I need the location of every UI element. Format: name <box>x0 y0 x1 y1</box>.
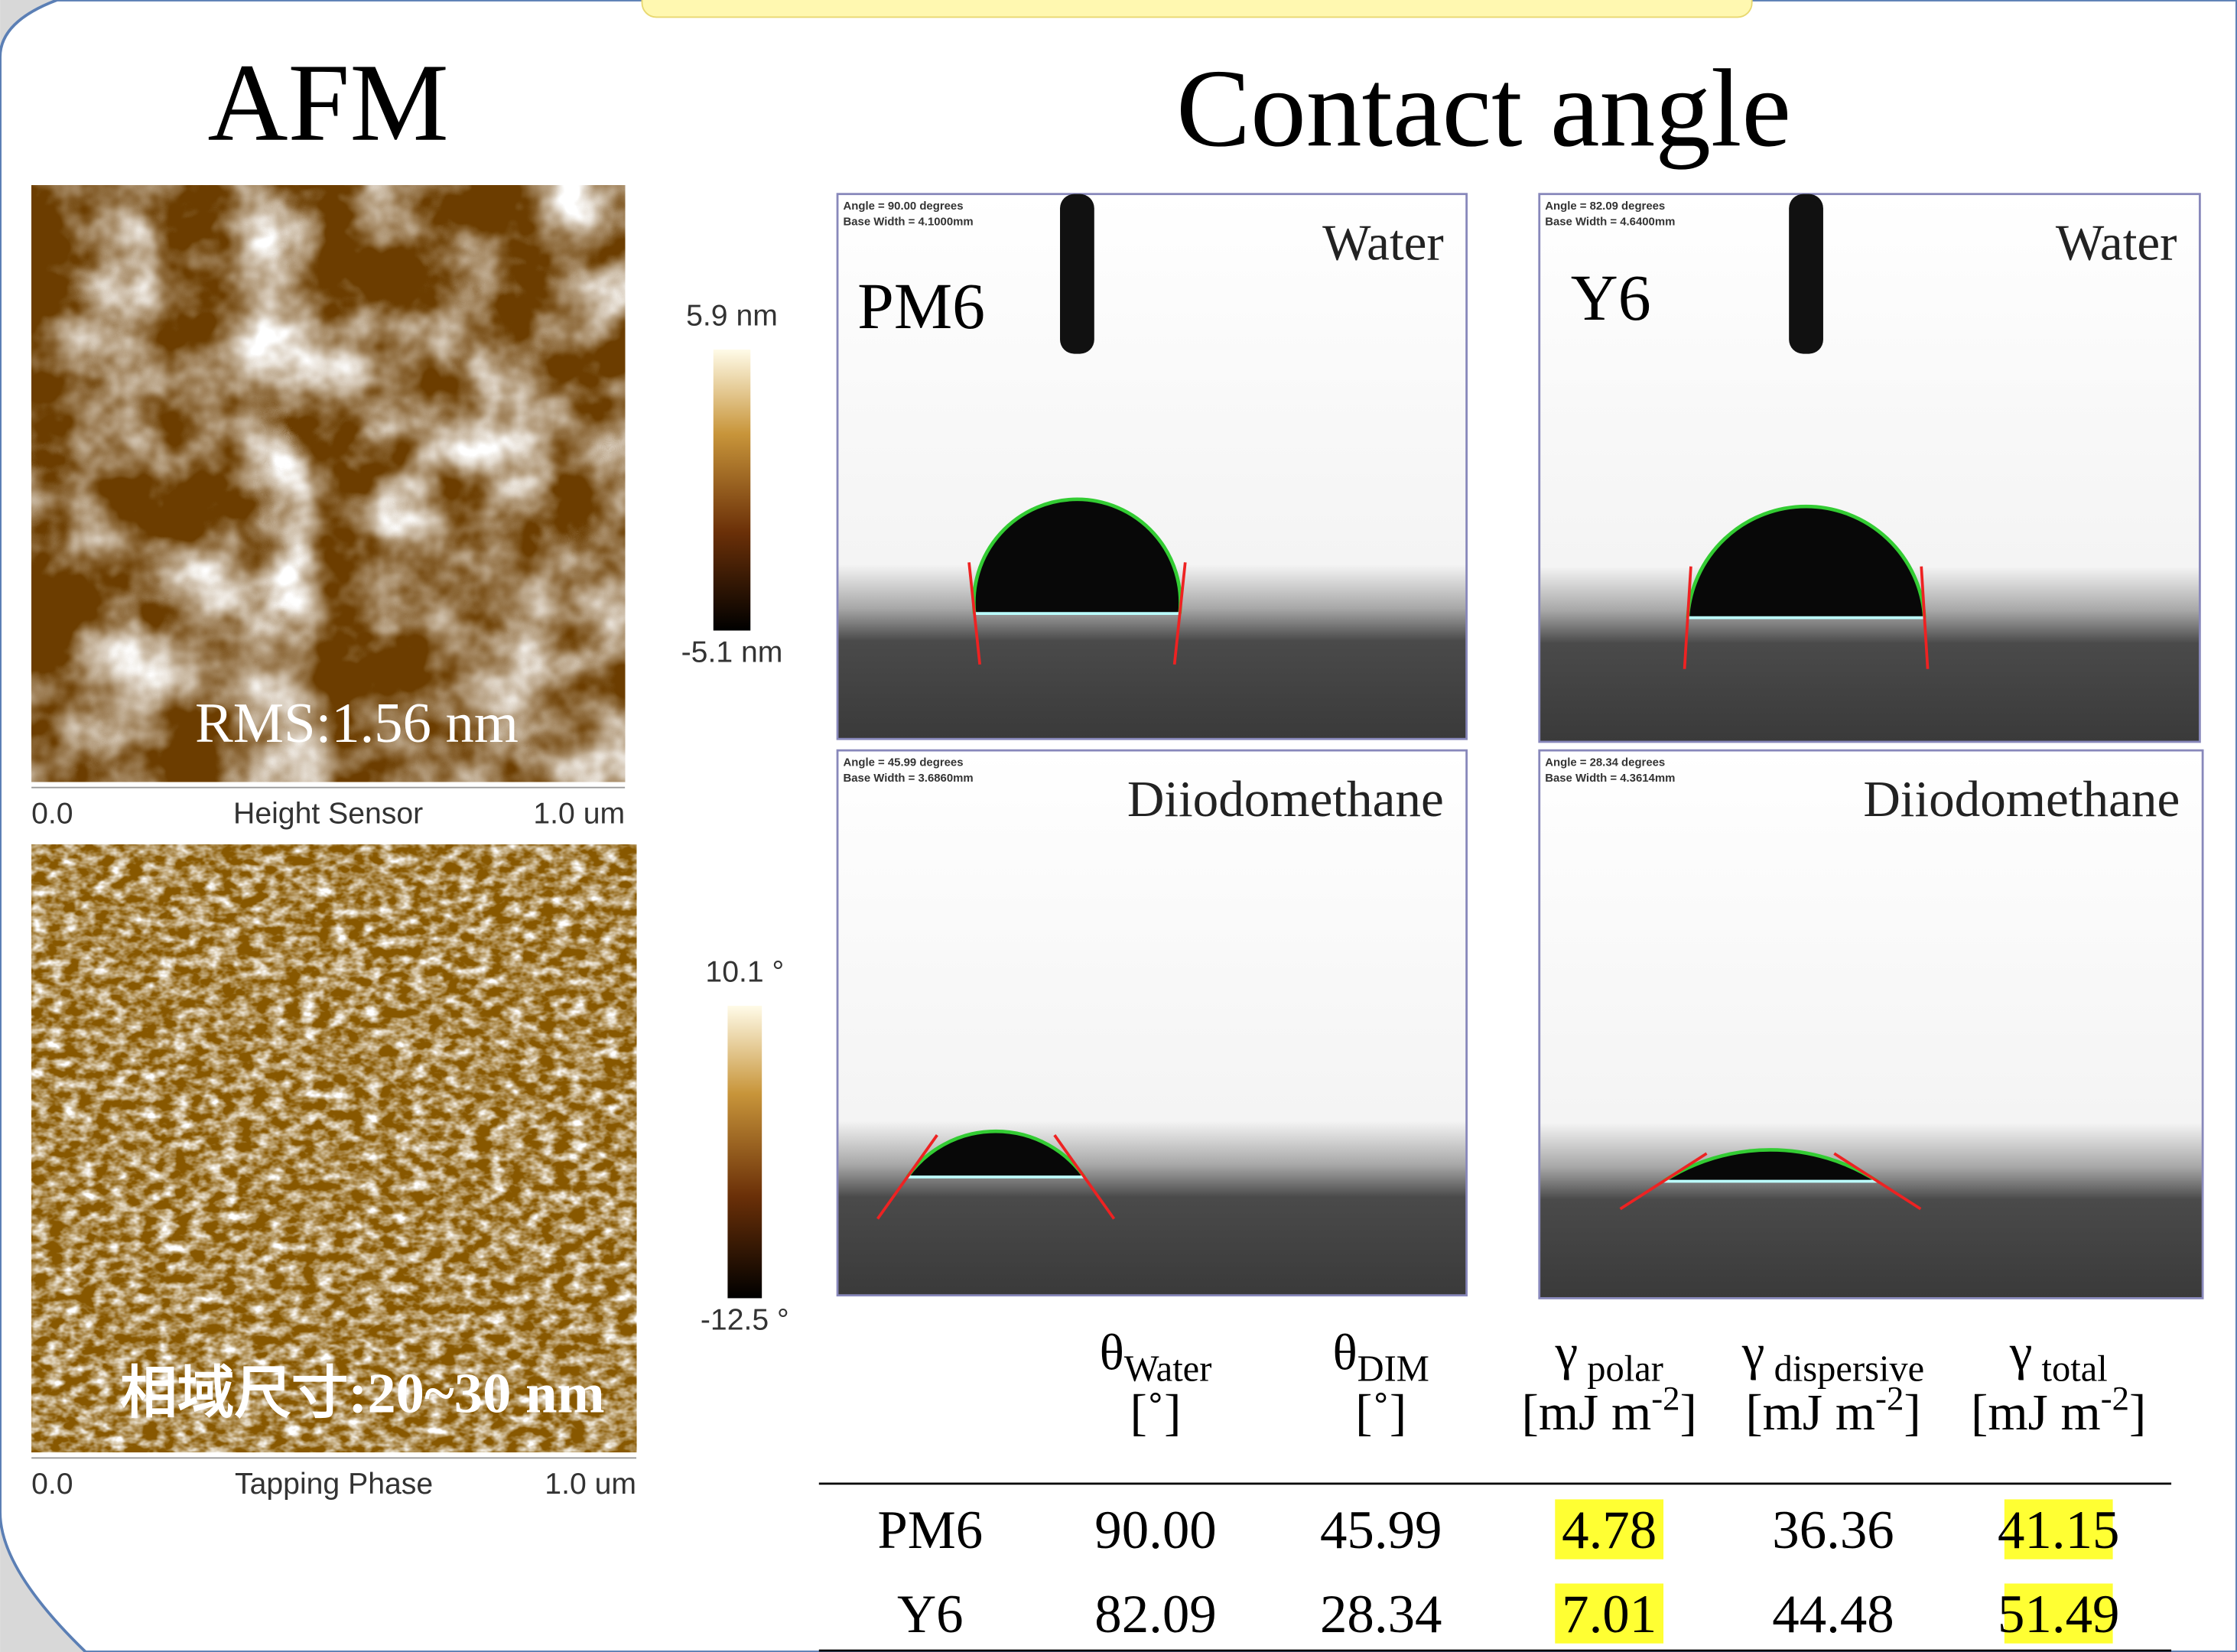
unit: ] <box>1679 1384 1696 1441</box>
color-bar-max: 5.9 nm <box>686 299 778 332</box>
table-cell: 36.36 <box>1772 1501 1894 1560</box>
header-symbol: θ <box>1100 1324 1124 1381</box>
table-cell: 44.48 <box>1772 1585 1894 1644</box>
color-bar-max: 10.1 ° <box>705 955 784 988</box>
table-cell: 41.15 <box>1998 1501 2119 1560</box>
table-cell: 51.49 <box>1998 1585 2119 1644</box>
unit: [mJ m <box>1745 1384 1875 1441</box>
axis-label: 1.0 um <box>533 797 625 830</box>
table-cell: 4.78 <box>1562 1501 1657 1560</box>
droplet-image <box>1540 750 2203 1298</box>
color-bar <box>714 350 750 630</box>
unit: [˚] <box>1130 1384 1181 1441</box>
color-bar-min: -12.5 ° <box>701 1303 789 1336</box>
axis-label: 0.0 <box>31 797 73 830</box>
readout: Base Width = 4.1000mm <box>844 216 974 229</box>
top-banner <box>642 0 1751 17</box>
contact-angle-panel: Angle = 45.99 degrees Base Width = 3.6860… <box>837 750 1467 1296</box>
readout: Base Width = 3.6860mm <box>844 772 974 785</box>
readout: Angle = 45.99 degrees <box>844 756 964 769</box>
readout: Base Width = 4.6400mm <box>1545 216 1675 229</box>
color-bar-min: -5.1 nm <box>681 636 783 668</box>
table-cell: 7.01 <box>1562 1585 1657 1644</box>
readout: Angle = 90.00 degrees <box>844 200 964 213</box>
unit-superscript: -2 <box>1651 1379 1679 1417</box>
table-cell: PM6 <box>877 1501 983 1560</box>
table-cell: 45.99 <box>1320 1501 1442 1560</box>
header-symbol: γ <box>1741 1324 1765 1381</box>
material-label: PM6 <box>857 270 985 343</box>
readout: Angle = 82.09 degrees <box>1545 200 1665 213</box>
header-symbol: γ <box>2009 1324 2033 1381</box>
droplet-image <box>837 750 1467 1296</box>
header-symbol: γ <box>1554 1324 1578 1381</box>
unit-superscript: -2 <box>2101 1379 2129 1417</box>
unit: ] <box>1904 1384 1920 1441</box>
unit: [mJ m <box>1521 1384 1651 1441</box>
afm-annotation: 相域尺寸:20~30 nm <box>120 1363 605 1426</box>
axis-title: Height Sensor <box>233 797 423 830</box>
liquid-label: Water <box>2056 213 2177 271</box>
table-cell: Y6 <box>897 1585 964 1644</box>
table-cell: 82.09 <box>1094 1585 1216 1644</box>
afm-image <box>31 844 636 1452</box>
liquid-label: Water <box>1322 213 1444 271</box>
liquid-label: Diiodomethane <box>1127 770 1444 828</box>
axis-title: Tapping Phase <box>235 1468 433 1501</box>
contact-angle-panel: Angle = 28.34 degrees Base Width = 4.3614… <box>1540 750 2203 1298</box>
liquid-label: Diiodomethane <box>1863 770 2180 828</box>
readout: Base Width = 4.3614mm <box>1545 772 1675 785</box>
column-unit: [˚] <box>1355 1384 1406 1441</box>
unit: ] <box>2129 1384 2146 1441</box>
table-cell: 28.34 <box>1320 1585 1442 1644</box>
color-bar <box>727 1006 762 1298</box>
unit: [mJ m <box>1971 1384 2101 1441</box>
table-cell: 90.00 <box>1094 1501 1216 1560</box>
heading: AFM <box>207 41 448 164</box>
page: AFM Contact angle RMS:1.56 nm 0.0 Height S… <box>0 0 2237 1652</box>
slide: AFM Contact angle RMS:1.56 nm 0.0 Height S… <box>0 0 2237 1652</box>
afm-annotation: RMS:1.56 nm <box>195 692 519 755</box>
unit-superscript: -2 <box>1875 1379 1904 1417</box>
unit: [˚] <box>1355 1384 1406 1441</box>
needle <box>1060 194 1094 354</box>
contact-angle-panel: Angle = 82.09 degrees Base Width = 4.6400… <box>1540 194 2200 742</box>
needle <box>1789 194 1823 354</box>
header-symbol: θ <box>1332 1324 1357 1381</box>
axis-label: 0.0 <box>31 1468 73 1501</box>
readout: Angle = 28.34 degrees <box>1545 756 1665 769</box>
contact-angle-panel: Angle = 90.00 degrees Base Width = 4.1000… <box>837 194 1467 740</box>
heading: Contact angle <box>1176 47 1791 170</box>
column-unit: [˚] <box>1130 1384 1181 1441</box>
axis-label: 1.0 um <box>545 1468 636 1501</box>
material-label: Y6 <box>1571 262 1651 334</box>
